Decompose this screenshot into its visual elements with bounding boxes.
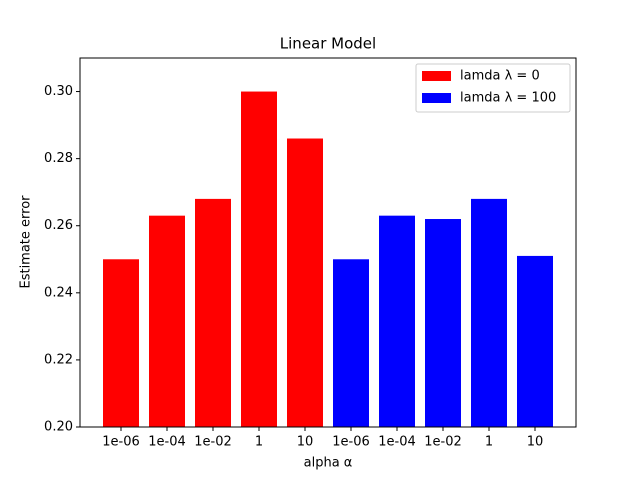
x-tick-label: 1: [485, 435, 493, 450]
x-tick-label: 1e-06: [332, 435, 370, 450]
bar: [149, 215, 185, 427]
bar: [379, 215, 415, 427]
y-tick-label: 0.20: [44, 420, 73, 435]
x-tick-label: 1e-02: [424, 435, 462, 450]
x-tick-label: 1e-06: [102, 435, 140, 450]
x-tick-label: 1e-04: [378, 435, 416, 450]
legend-label: lamda λ = 100: [460, 91, 556, 106]
legend-swatch: [422, 93, 451, 103]
legend-box: [415, 63, 571, 113]
y-tick-label: 0.26: [44, 218, 73, 233]
x-axis-label: alpha α: [304, 456, 353, 471]
bar: [471, 198, 507, 427]
x-tick-label: 1e-02: [194, 435, 232, 450]
bar: [287, 138, 323, 427]
x-tick-label: 10: [297, 435, 314, 450]
y-tick-label: 0.24: [44, 285, 73, 300]
bar: [241, 91, 277, 427]
legend-swatch: [422, 71, 451, 81]
y-tick-label: 0.28: [44, 151, 73, 166]
bar: [517, 255, 553, 427]
bar: [103, 259, 139, 427]
bar: [333, 259, 369, 427]
y-tick-label: 0.22: [44, 352, 73, 367]
x-tick-label: 10: [527, 435, 544, 450]
y-axis-label: Estimate error: [19, 195, 34, 289]
x-tick-label: 1e-04: [148, 435, 186, 450]
legend-label: lamda λ = 0: [460, 69, 540, 84]
bar: [425, 219, 461, 427]
x-tick-label: 1: [255, 435, 263, 450]
bar: [195, 198, 231, 427]
plot-frame: [79, 57, 577, 428]
chart-title: Linear Model: [280, 35, 376, 53]
y-tick-label: 0.30: [44, 84, 73, 99]
